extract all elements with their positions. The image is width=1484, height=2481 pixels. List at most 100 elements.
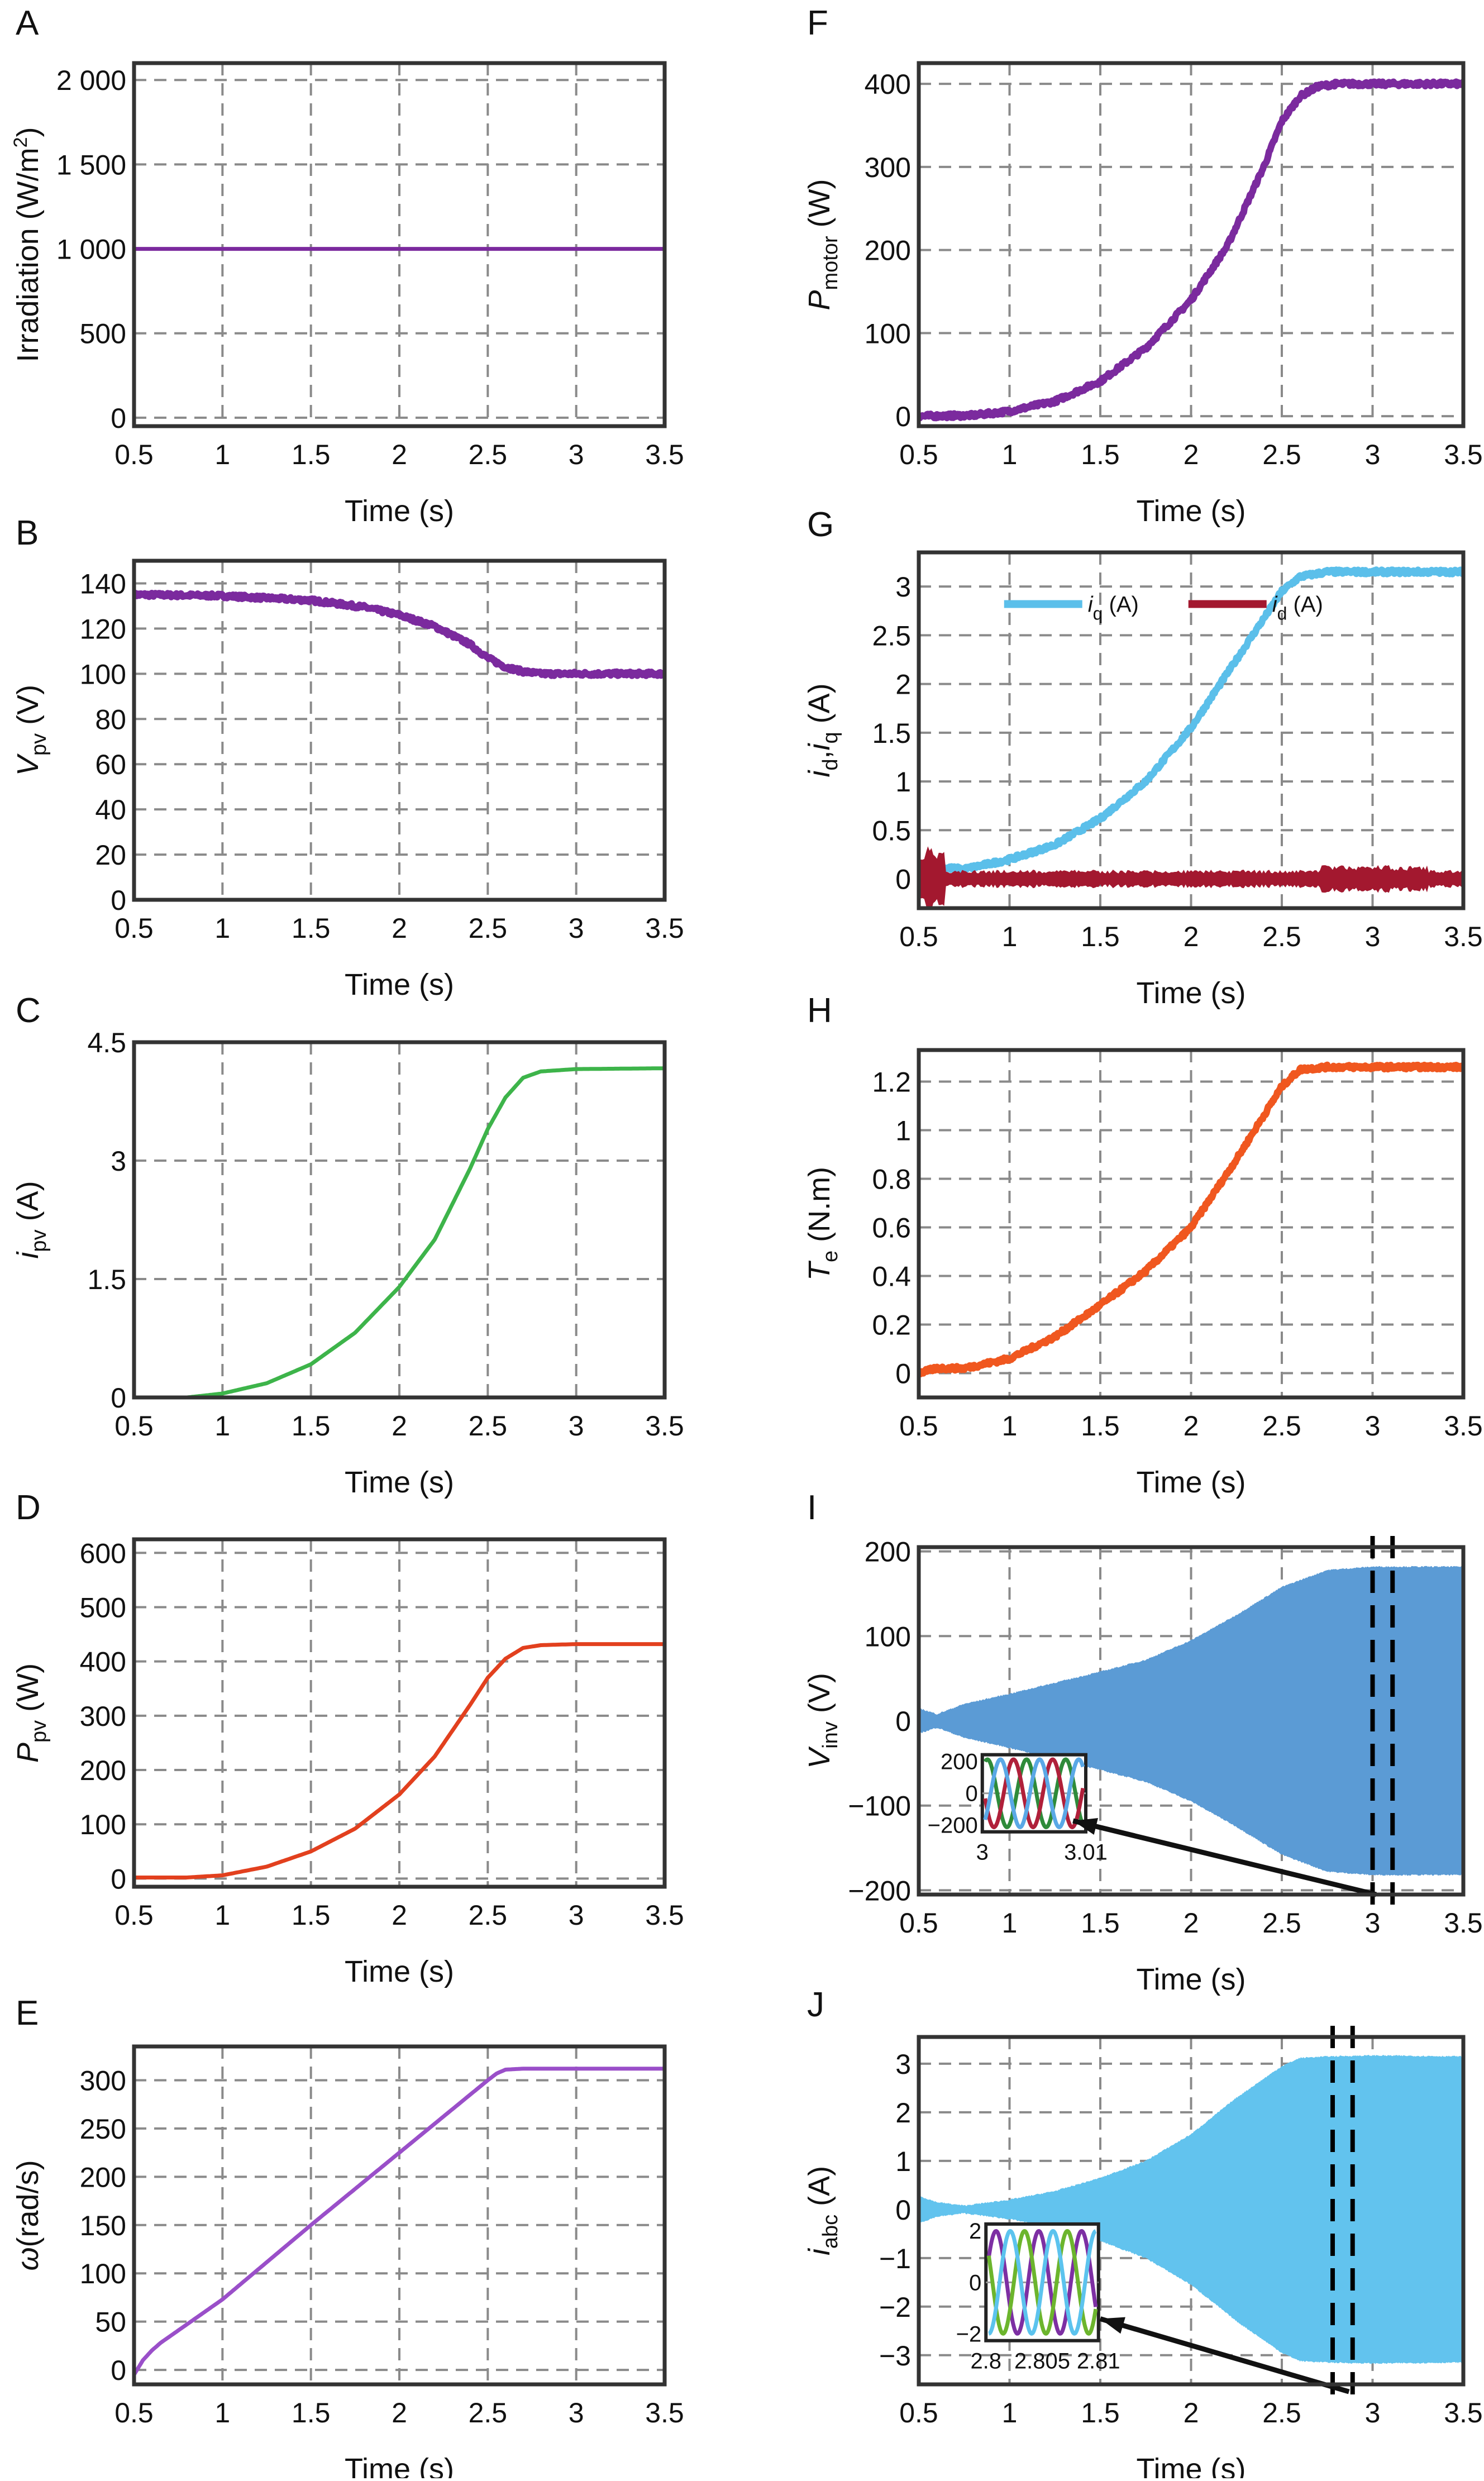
x-tick-label: 3: [569, 1900, 584, 1931]
arrow-head: [1100, 2317, 1125, 2334]
y-axis-label: ω(rad/s): [11, 2160, 45, 2270]
x-tick-label: 1: [214, 439, 230, 470]
chart-panel-J: J20−22.8 2.805 2.810.5 1 1.5 2 2.5 3 3.5−3−2−101…: [803, 1986, 1483, 2481]
series-line-0: [919, 1061, 1463, 1377]
chart-panel-D: D 0.5 1 1.5 2 2.5 3 3.5 0 100 200 300 400 500 600 Time …: [11, 1488, 684, 1988]
y-tick-label: 2 000: [56, 65, 126, 96]
y-tick-label: 140: [80, 568, 126, 599]
x-tick-label: 2: [392, 1410, 407, 1442]
x-tick-label: 0.5: [114, 1900, 154, 1931]
x-tick-label: 1.5: [292, 1900, 331, 1931]
plot-area: [134, 1642, 665, 1879]
y-tick-label: 300: [80, 2065, 126, 2097]
y-tick-label: 100: [865, 318, 911, 349]
y-tick-label: 300: [80, 1701, 126, 1732]
y-tick-label: 100: [80, 1809, 126, 1840]
plot-area: [919, 78, 1463, 422]
x-tick-label: 3: [569, 2397, 584, 2428]
inset-phase-0: [986, 2229, 1098, 2336]
panel-letter: C: [16, 991, 41, 1030]
chart-panel-C: C 0.5 1 1.5 2 2.5 3 3.5 0 1.5 3 4.5 Time (s) ipv (A): [11, 991, 684, 1499]
x-tick-label: 0.5: [114, 439, 154, 470]
chart-panel-E: E 0.5 1 1.5 2 2.5 3 3.5 0 50 100 150 200 250 300 Time (…: [11, 1994, 684, 2481]
panel-letter: A: [16, 4, 39, 42]
x-tick-label: 0.5: [899, 1907, 938, 1939]
y-tick-label: −1: [879, 2243, 911, 2274]
x-axis-label: Time (s): [1137, 1963, 1246, 1996]
y-tick-label: 300: [865, 152, 911, 183]
x-tick-label: 1.5: [1081, 921, 1120, 952]
y-tick-label: 0.6: [872, 1213, 911, 1244]
inset-ytick-label: −2: [956, 2322, 982, 2347]
chart-panel-B: B 0.5 1 1.5 2 2.5 3 3.5 0 20 40 60 80 100 120 140 Time (…: [11, 514, 684, 1001]
series-line-0: [919, 566, 1463, 874]
plot-area: [134, 1066, 665, 1397]
y-tick-label: 0: [111, 2355, 126, 2386]
y-tick-label: 0: [895, 401, 911, 432]
panel-letter: J: [807, 1986, 824, 2024]
inset-xtick-label: 2.8: [970, 2349, 1001, 2374]
chart-panel-G: Giq (A) id (A) 0.5 1 1.5 2 2.5 3 3.5 0 0.5 1 1.5 2 2.5…: [803, 505, 1483, 1010]
envelope-area: [919, 2055, 1463, 2364]
x-tick-label: 1.5: [292, 2397, 331, 2428]
x-tick-label: 3.5: [1444, 1410, 1483, 1442]
panel-letter: H: [807, 991, 832, 1030]
x-tick-label: 2: [392, 913, 407, 944]
plot-area: [919, 1061, 1463, 1377]
x-tick-label: 1: [214, 2397, 230, 2428]
y-tick-label: 0.4: [872, 1261, 911, 1292]
x-tick-label: 1.5: [1081, 2397, 1120, 2428]
legend-label: iq (A): [1088, 592, 1139, 623]
y-tick-label: 0: [895, 1358, 911, 1390]
x-tick-label: 1.5: [292, 439, 331, 470]
x-tick-label: 1: [214, 913, 230, 944]
x-axis-label: Time (s): [1137, 494, 1246, 528]
y-axis-label: iabc (A): [803, 2166, 842, 2255]
x-tick-label: 2.5: [1262, 1410, 1301, 1442]
chart-panel-A: A 0.5 1 1.5 2 2.5 3 3.5 0 500 1 000 1 500 2 000 Time …: [10, 4, 684, 528]
x-tick-label: 3.5: [645, 1900, 684, 1931]
y-tick-label: 2.5: [872, 620, 911, 651]
x-tick-label: 1: [214, 1410, 230, 1442]
y-axis-label: Ppv (W): [11, 1663, 51, 1763]
x-tick-label: 2: [1184, 1907, 1199, 1939]
axes-frame: [917, 61, 1466, 428]
series-line-0: [134, 1642, 665, 1879]
series-line-0: [134, 2067, 665, 2376]
y-tick-label: 1.5: [872, 718, 911, 749]
y-tick-label: −100: [848, 1791, 911, 1822]
inset-ytick-label: 2: [969, 2219, 981, 2244]
x-tick-label: 1.5: [292, 1410, 331, 1442]
y-tick-label: 1 000: [56, 234, 126, 265]
y-tick-label: 3: [895, 2049, 911, 2080]
y-tick-label: 1: [895, 1115, 911, 1147]
x-tick-label: 2: [1184, 921, 1199, 952]
x-tick-label: 2: [1184, 2397, 1199, 2428]
x-tick-label: 2.5: [1262, 921, 1301, 952]
x-tick-label: 3: [569, 913, 584, 944]
series-line-0: [134, 1066, 665, 1397]
inset-ytick-label: 0: [966, 1782, 978, 1806]
x-tick-label: 3: [569, 439, 584, 470]
axes-frame: [917, 1545, 1466, 1897]
inset-xtick-label: 3.01: [1064, 1840, 1108, 1865]
x-tick-label: 1.5: [292, 913, 331, 944]
inset-phase-2: [988, 2229, 1097, 2336]
y-tick-label: 100: [80, 2258, 126, 2289]
y-tick-label: 1 500: [56, 149, 126, 180]
y-tick-label: 200: [80, 2162, 126, 2193]
panel-letter: F: [807, 4, 828, 42]
axes-frame: [132, 1537, 667, 1889]
x-tick-label: 3: [1365, 439, 1381, 470]
y-tick-label: 600: [80, 1538, 126, 1569]
panel-letter: I: [807, 1488, 817, 1527]
legend-label: id (A): [1272, 592, 1323, 623]
y-tick-label: 200: [865, 1537, 911, 1568]
y-tick-label: −3: [879, 2340, 911, 2372]
inset-xtick-label: 2.805: [1014, 2349, 1070, 2374]
y-tick-label: 0.8: [872, 1164, 911, 1195]
x-tick-label: 0.5: [899, 1410, 938, 1442]
panel-letter: D: [16, 1488, 41, 1527]
panel-letter: B: [16, 514, 39, 552]
